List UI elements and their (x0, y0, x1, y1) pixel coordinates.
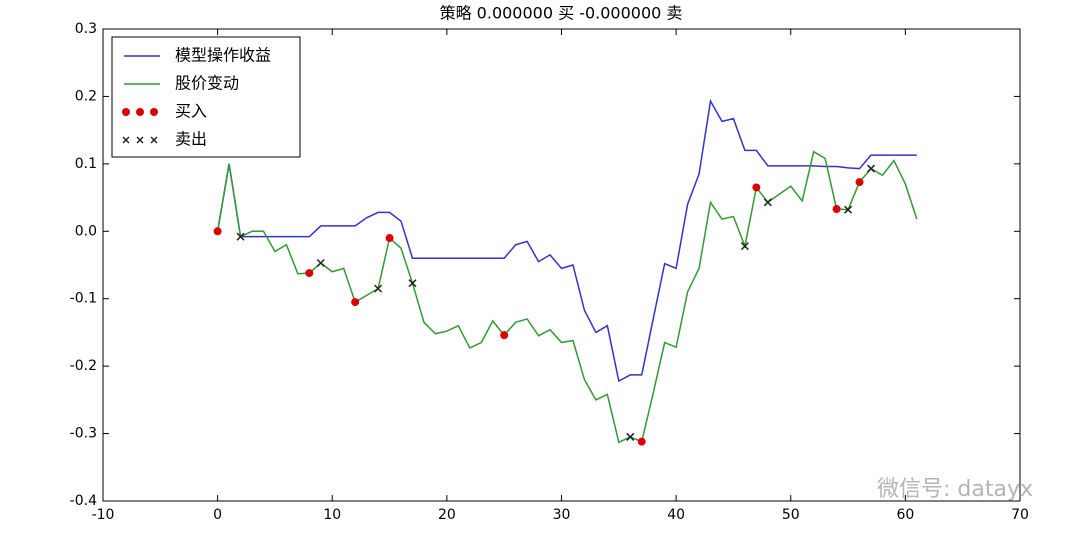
buy-marker (213, 227, 222, 236)
x-tick-label: 10 (323, 507, 341, 523)
x-tick-label: 60 (896, 507, 914, 523)
legend-box (111, 36, 301, 158)
x-tick-label: 70 (1011, 507, 1029, 523)
legend-marker (136, 136, 144, 144)
sell-marker (408, 279, 417, 288)
y-tick-label: -0.1 (70, 291, 97, 307)
sell-marker (740, 242, 749, 251)
y-tick-label: 0.3 (75, 21, 97, 37)
sell-marker (866, 164, 876, 173)
legend-label: 卖出 (175, 130, 207, 149)
y-tick-label: 0.0 (75, 223, 97, 239)
chart-title: 策略 0.000000 买 -0.000000 卖 (440, 4, 683, 23)
line (216, 98, 917, 383)
x-tick-label: 40 (667, 507, 685, 523)
x-tick-label: 20 (438, 507, 456, 523)
buy-marker (832, 205, 841, 214)
watermark: 微信号: datayx (877, 477, 1033, 502)
legend-label: 股价变动 (175, 74, 239, 93)
sell-marker (316, 258, 325, 268)
buy-marker (500, 331, 509, 340)
legend-marker (150, 136, 158, 144)
buy-marker (351, 298, 360, 307)
sell-marker (374, 284, 383, 293)
y-tick-label: -0.4 (70, 493, 97, 509)
legend-label: 模型操作收益 (175, 46, 271, 65)
plot-frame (102, 28, 1021, 502)
sell-marker (763, 198, 772, 207)
y-tick-label: 0.1 (75, 156, 97, 172)
legend-marker (136, 108, 144, 116)
sell-marker (626, 432, 635, 441)
buy-marker (855, 178, 864, 187)
buy-marker (305, 269, 314, 278)
x-tick-label: 50 (782, 507, 800, 523)
legend-label: 买入 (175, 102, 207, 121)
sell-marker (844, 205, 853, 214)
y-tick-label: -0.3 (70, 426, 97, 442)
legend-marker (150, 108, 158, 116)
y-tick-label: 0.2 (75, 88, 97, 104)
x-tick-label: 0 (213, 507, 222, 523)
legend-marker (122, 108, 130, 116)
buy-marker (637, 437, 646, 446)
buy-marker (752, 183, 761, 192)
legend-marker (122, 136, 130, 144)
x-tick-label: 30 (553, 507, 571, 523)
buy-marker (385, 234, 394, 243)
y-tick-label: -0.2 (70, 358, 97, 374)
x-tick-label: -10 (92, 507, 115, 523)
sell-marker (236, 232, 245, 241)
line (216, 150, 918, 444)
